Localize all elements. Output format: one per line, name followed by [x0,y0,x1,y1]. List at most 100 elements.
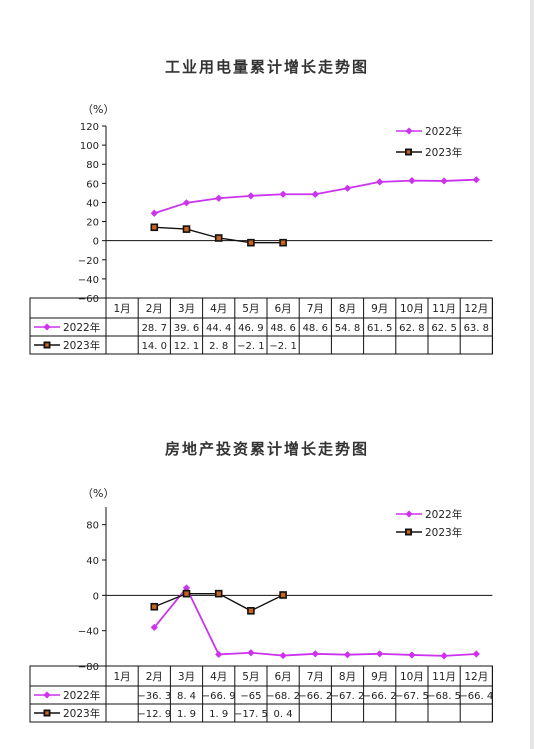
table-legend-marker [43,323,51,331]
table-value: 0. 4 [274,709,293,720]
table-legend-marker-inner [45,711,49,715]
y-tick-label: 40 [86,556,99,567]
month-label: 12月 [464,303,488,315]
legend-marker [405,510,413,518]
data-point-diamond [215,194,223,202]
table-value: 2. 8 [209,341,228,352]
table-value: 48. 6 [303,323,328,334]
y-tick-label: 80 [86,521,99,532]
legend-label: 2022年 [425,508,462,521]
table-value: −66. 9 [202,691,236,702]
data-point-diamond [279,190,287,198]
table-value: −2. 1 [237,341,264,352]
month-label: 3月 [178,303,195,315]
month-label: 9月 [371,671,388,683]
data-point-diamond [343,184,352,192]
data-point-diamond [311,650,319,658]
data-point-diamond [408,177,416,185]
month-label: 12月 [464,671,488,683]
y-tick-label: −40 [78,275,99,286]
table-legend-marker-inner [45,343,49,347]
y-axis-label: （%） [82,103,114,116]
y-tick-label: 100 [80,141,99,152]
table-value: 8. 4 [177,691,196,702]
y-axis-label: （%） [82,487,114,500]
month-label: 9月 [371,303,388,315]
month-label: 1月 [114,671,131,683]
month-label: 11月 [432,671,456,683]
y-tick-label: 60 [86,179,99,190]
table-value: 1. 9 [177,709,196,720]
table-value: 12. 1 [174,341,199,352]
legend-marker [405,127,413,135]
data-point-square-inner [248,608,254,613]
table-value: 63. 8 [464,323,489,334]
month-label: 10月 [400,303,424,315]
table-value: 46. 9 [238,323,263,334]
series-line-2022 [153,586,477,657]
month-label: 3月 [178,671,195,683]
month-label: 5月 [242,671,259,683]
data-point-diamond [472,650,480,658]
table-series-label: 2022年 [63,321,100,334]
y-tick-label: −80 [78,662,99,673]
table-value: −66. 4 [459,691,493,702]
table-value: −66. 2 [298,691,332,702]
y-tick-label: 0 [93,237,99,248]
table-value: −17. 5 [234,709,268,720]
y-tick-label: 80 [86,160,99,171]
month-label: 6月 [275,303,292,315]
data-point-square-inner [216,235,221,241]
month-label: 2月 [146,671,163,683]
table-series-label: 2022年 [63,689,100,702]
data-point-diamond [376,178,384,186]
y-tick-label: −20 [78,256,99,267]
month-label: 4月 [210,303,227,315]
table-value: 1. 9 [209,709,228,720]
table-value: −67. 2 [331,691,365,702]
legend-label: 2023年 [425,146,462,159]
data-point-square-inner [184,226,189,232]
y-tick-label: −40 [78,627,99,638]
month-label: 6月 [275,671,292,683]
table-value: −66. 2 [363,691,397,702]
data-point-diamond [215,650,223,659]
industrial-power-chart: 工业用电量累计增长走势图 （%） −60 −40 −20 0 20 40 60 80 100 120… [29,58,493,355]
data-point-diamond [440,177,448,185]
data-point-diamond [279,651,287,660]
month-label: 11月 [432,303,456,315]
table-value: 44. 4 [206,323,231,334]
data-point-diamond [343,651,352,659]
month-label: 10月 [400,671,424,683]
data-point-diamond [182,199,191,207]
table-value: −68. 5 [427,691,461,702]
data-point-square-inner [280,240,286,245]
page-edge [530,0,534,749]
y-tick-label: 20 [86,218,99,229]
legend-label: 2022年 [425,125,462,138]
table-value: −68. 2 [266,691,300,702]
table-value: 14. 0 [142,341,167,352]
month-label: 7月 [307,303,324,315]
table-legend-marker [43,691,51,699]
data-point-diamond [182,584,191,592]
y-tick-label: 0 [93,591,99,602]
data-point-square-inner [280,592,286,598]
month-label: 8月 [339,303,356,315]
month-label: 5月 [242,303,259,315]
data-point-square-inner [152,604,157,609]
data-point-square-inner [152,225,157,230]
chart-title: 房地产投资累计增长走势图 [164,440,369,458]
data-point-diamond [247,649,255,657]
data-point-diamond [408,651,416,659]
data-point-diamond [376,650,384,658]
chart-svg: （%） −60 −40 −20 0 20 40 60 80 100 120 2022年 2023年 1月 2… [29,103,493,355]
legend-marker-inner [406,150,411,154]
data-point-diamond [472,176,480,184]
table-value: −67. 5 [395,691,429,702]
data-point-square-inner [216,591,221,596]
table-value: −12. 9 [137,709,171,720]
table-value: −36. 3 [137,691,171,702]
month-label: 7月 [307,671,324,683]
chart-svg: （%） −80 −40 0 40 80 2022年 2023年 1月 2月 3月 4月 5月 6月 7月 8月… [29,487,493,723]
